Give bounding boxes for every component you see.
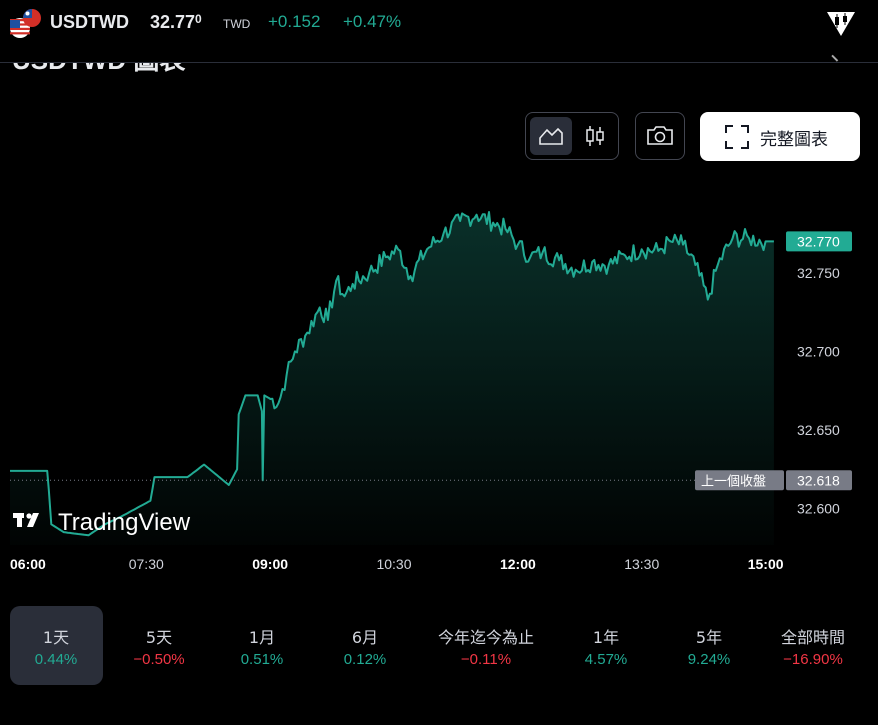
prev-close-tag xyxy=(786,470,852,491)
snapshot-button[interactable] xyxy=(635,112,685,160)
prev-close-text-tag xyxy=(695,470,784,491)
price-line xyxy=(10,211,774,537)
last-price-tag xyxy=(786,231,852,252)
top-bar: USDTWD 32.770 TWD +0.152 +0.47% xyxy=(0,0,878,63)
range-label: 5天 xyxy=(145,628,173,647)
section-title: USDTWD 圖表 xyxy=(12,63,185,77)
range-change: 4.57% xyxy=(584,651,628,668)
price-change-percent: +0.47% xyxy=(343,12,402,31)
chart-style-toggle xyxy=(525,112,619,160)
range-change: 9.24% xyxy=(687,651,731,668)
range-label: 5年 xyxy=(695,628,723,647)
range-label: 1月 xyxy=(248,628,276,647)
price-superscript: 0 xyxy=(195,12,202,26)
area-style-button[interactable] xyxy=(530,117,572,155)
range-tab-8[interactable]: 全部時間 −16.90% xyxy=(767,606,860,685)
y-tick-label: 32.750 xyxy=(797,265,840,281)
x-tick-label: 10:30 xyxy=(376,556,411,572)
range-tab-2[interactable]: 5天 −0.50% xyxy=(113,606,206,685)
range-label: 今年迄今為止 xyxy=(437,628,534,647)
tradingview-logo-icon xyxy=(13,513,39,527)
range-change: 0.12% xyxy=(343,651,387,668)
range-tab-4[interactable]: 6月 0.12% xyxy=(319,606,412,685)
y-tick-label: 32.600 xyxy=(797,501,840,517)
prev-close-tag-label: 32.618 xyxy=(797,472,840,488)
full-chart-button[interactable]: 完整圖表 xyxy=(700,112,860,161)
area-chart-icon xyxy=(539,127,563,145)
usd-twd-flag-icon xyxy=(10,9,41,38)
range-tab-7[interactable]: 5年 9.24% xyxy=(663,606,756,685)
x-tick-label: 07:30 xyxy=(129,556,164,572)
y-tick-label: 32.650 xyxy=(797,422,840,438)
last-price-tag-label: 32.770 xyxy=(797,233,840,249)
price-area-fill xyxy=(10,212,774,545)
last-price: 32.770 xyxy=(150,12,202,32)
x-tick-label: 09:00 xyxy=(252,556,288,572)
x-tick-label: 12:00 xyxy=(500,556,536,572)
camera-icon xyxy=(647,126,673,145)
x-tick-label: 15:00 xyxy=(748,556,784,572)
full-chart-label: 完整圖表 xyxy=(760,130,828,150)
range-tab-5[interactable]: 今年迄今為止 −0.11% xyxy=(426,606,546,685)
range-change: −16.90% xyxy=(783,651,843,668)
candles-icon xyxy=(586,126,604,146)
range-label: 6月 xyxy=(351,628,379,647)
range-label: 1年 xyxy=(592,628,620,647)
currency-label: TWD xyxy=(223,17,251,31)
x-tick-label: 06:00 xyxy=(10,556,46,572)
x-tick-label: 13:30 xyxy=(624,556,659,572)
fullscreen-icon xyxy=(725,125,749,149)
range-tab-3[interactable]: 1月 0.51% xyxy=(216,606,309,685)
prev-close-text: 上一個收盤 xyxy=(701,474,766,489)
tradingview-badge-icon[interactable] xyxy=(824,8,858,40)
range-tab-6[interactable]: 1年 4.57% xyxy=(560,606,653,685)
range-change: −0.50% xyxy=(133,651,185,668)
range-label: 全部時間 xyxy=(780,628,845,647)
range-tab-1[interactable]: 1天 0.44% xyxy=(9,606,103,685)
symbol-name: USDTWD xyxy=(50,12,129,32)
range-change: −0.11% xyxy=(460,651,512,668)
price-change: +0.152 xyxy=(268,12,321,31)
price-chart[interactable]: 32.750 32.700 32.650 32.600 32.770 上一個收盤 32.61… xyxy=(0,180,878,590)
candle-style-button[interactable] xyxy=(574,117,616,155)
tradingview-watermark: TradingView xyxy=(58,509,191,536)
range-label: 1天 xyxy=(42,628,70,647)
y-tick-label: 32.700 xyxy=(797,343,840,359)
range-change: 0.51% xyxy=(240,651,284,668)
range-change: 0.44% xyxy=(34,651,78,668)
range-selector: 1天 0.44% 5天 −0.50% 1月 0.51% 6月 0.12% 今年迄今為止 −0.11… xyxy=(0,606,878,686)
